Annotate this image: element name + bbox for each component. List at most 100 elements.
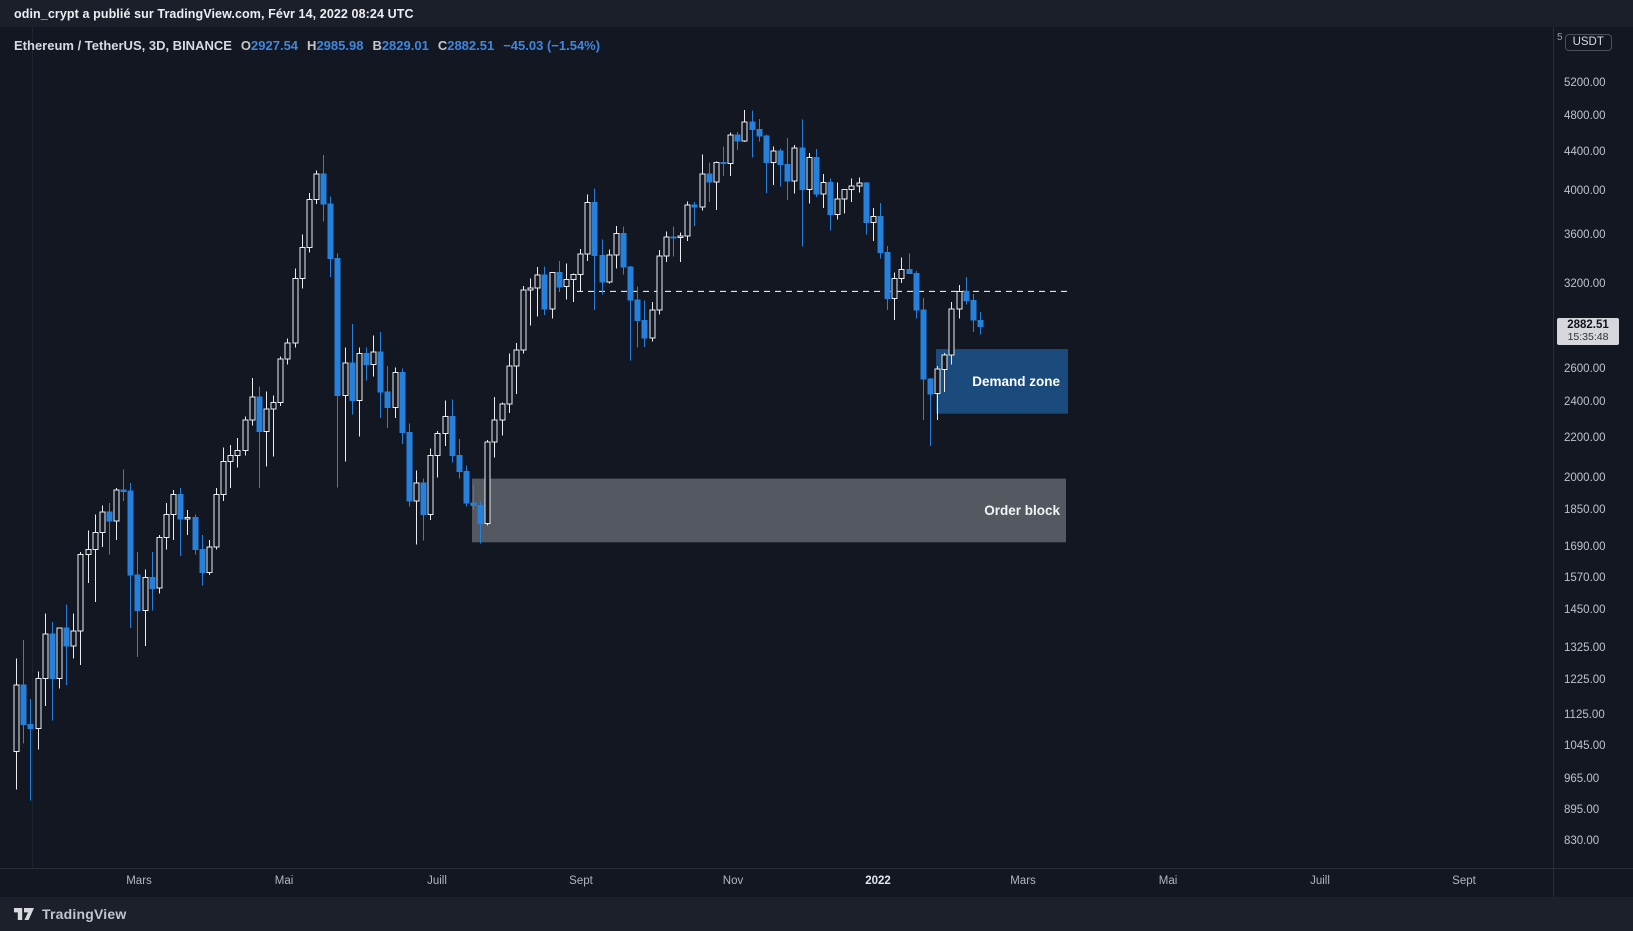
candlestick-chart[interactable]: Demand zone Order block — [0, 27, 1553, 868]
candle-body-down — [27, 724, 34, 729]
open-label: O — [240, 37, 252, 53]
candle-body-down — [120, 489, 127, 492]
time-tick-month: Mars — [126, 875, 152, 887]
candle-body-up — [56, 627, 63, 679]
price-tick: 965.00 — [1564, 772, 1600, 785]
price-tick: 1850.00 — [1564, 503, 1606, 516]
candle-body-down — [177, 494, 184, 520]
publish-header: odin_crypt a publié sur TradingView.com,… — [0, 0, 1633, 28]
candle-body-up — [442, 415, 449, 435]
candle-body-up — [370, 351, 377, 366]
candle-body-down — [813, 157, 820, 195]
candle-body-up — [392, 371, 399, 408]
candle-body-up — [834, 198, 841, 216]
candle-body-up — [227, 455, 234, 462]
candle-body-up — [163, 513, 170, 538]
candle-body-up — [520, 289, 527, 351]
candle-body-up — [656, 255, 663, 311]
candle-body-up — [270, 401, 277, 410]
candle-body-down — [192, 517, 199, 551]
candle-body-up — [898, 269, 905, 279]
symbol-legend: Ethereum / TetherUS, 3D, BINANCE O 2927.5… — [14, 35, 600, 55]
candle-body-up — [577, 253, 584, 275]
candle-body-down — [799, 147, 806, 190]
candle-body-down — [477, 504, 484, 524]
currency-toggle-button[interactable]: USDT — [1564, 34, 1612, 51]
publish-header-text: odin_crypt a publié sur TradingView.com,… — [14, 6, 414, 21]
candle-body-down — [963, 290, 970, 302]
price-tick: 2600.00 — [1564, 363, 1606, 376]
candle-body-up — [491, 419, 498, 443]
candle-body-up — [584, 201, 591, 255]
order-block-label: Order block — [984, 503, 1060, 518]
price-axis[interactable]: 5 USDT 5200.00 4800.00 4400.00 4000.00 3600.… — [1553, 27, 1633, 868]
time-axis[interactable]: Mars Mai Juill Sept Nov 2022 Mars Mai Juill Sept — [0, 868, 1633, 898]
candle-body-down — [49, 633, 56, 679]
price-tick: 3200.00 — [1564, 277, 1606, 290]
candle-body-up — [277, 358, 284, 403]
candle-body-up — [570, 274, 577, 281]
candle-body-down — [641, 320, 648, 339]
demand-zone-box — [936, 349, 1068, 414]
candle-body-up — [342, 362, 349, 396]
candle-body-up — [142, 577, 149, 611]
candle-body-down — [349, 362, 356, 401]
candle-body-up — [263, 408, 270, 433]
candle-body-down — [763, 135, 770, 163]
candle-body-down — [863, 182, 870, 223]
candle-body-up — [220, 460, 227, 495]
price-tick: 2000.00 — [1564, 471, 1606, 484]
candle-body-up — [820, 182, 827, 195]
candle-body-down — [127, 490, 134, 576]
candle-body-down — [913, 272, 920, 311]
footer-bar: TradingView — [0, 897, 1633, 931]
candle-body-up — [249, 396, 256, 421]
candle-body-up — [856, 182, 863, 187]
candle-body-up — [713, 161, 720, 183]
candle-body-up — [42, 633, 49, 679]
candle-body-down — [384, 391, 391, 409]
price-tick: 1125.00 — [1564, 709, 1605, 722]
candle-body-up — [99, 511, 106, 534]
tradingview-logo-icon[interactable] — [13, 906, 35, 922]
time-tick-month: Sept — [569, 875, 593, 887]
candle-body-down — [927, 378, 934, 395]
candle-body-up — [413, 482, 420, 502]
candle-body-down — [627, 266, 634, 301]
candle-body-down — [63, 627, 70, 647]
price-tick: 1045.00 — [1564, 739, 1606, 752]
candle-body-up — [563, 279, 570, 288]
candle-body-down — [449, 415, 456, 456]
candle-body-down — [706, 173, 713, 183]
candle-body-down — [420, 482, 427, 515]
candle-body-up — [242, 419, 249, 452]
candle-body-up — [184, 517, 191, 520]
candle-body-down — [620, 233, 627, 268]
open-value: 2927.54 — [251, 37, 299, 53]
candle-body-up — [934, 368, 941, 395]
candle-body-up — [848, 185, 855, 190]
price-tick: 2200.00 — [1564, 432, 1606, 445]
time-tick-month: Nov — [722, 875, 744, 887]
candle-body-up — [649, 309, 656, 339]
candle-body-down — [106, 511, 113, 522]
demand-zone-label: Demand zone — [972, 374, 1060, 389]
candle-body-up — [891, 277, 898, 300]
candle-body-up — [213, 494, 220, 548]
bar-countdown: 15:35:48 — [1567, 331, 1609, 343]
chart-pane[interactable]: Demand zone Order block Ethereum / Tether… — [0, 27, 1553, 868]
candle-body-down — [463, 470, 470, 504]
candle-body-up — [941, 354, 948, 370]
low-value: 2829.01 — [381, 37, 429, 53]
tradingview-brand-text[interactable]: TradingView — [42, 906, 127, 922]
symbol-title: Ethereum / TetherUS, 3D, BINANCE — [14, 37, 232, 53]
candle-body-up — [534, 274, 541, 289]
candle-body-up — [292, 277, 299, 344]
candle-body-up — [663, 236, 670, 257]
candle-body-up — [870, 215, 877, 223]
candle-body-up — [170, 494, 177, 515]
candle-body-down — [327, 203, 334, 259]
candle-body-up — [506, 365, 513, 405]
candle-body-up — [156, 537, 163, 589]
candle-body-up — [684, 204, 691, 237]
